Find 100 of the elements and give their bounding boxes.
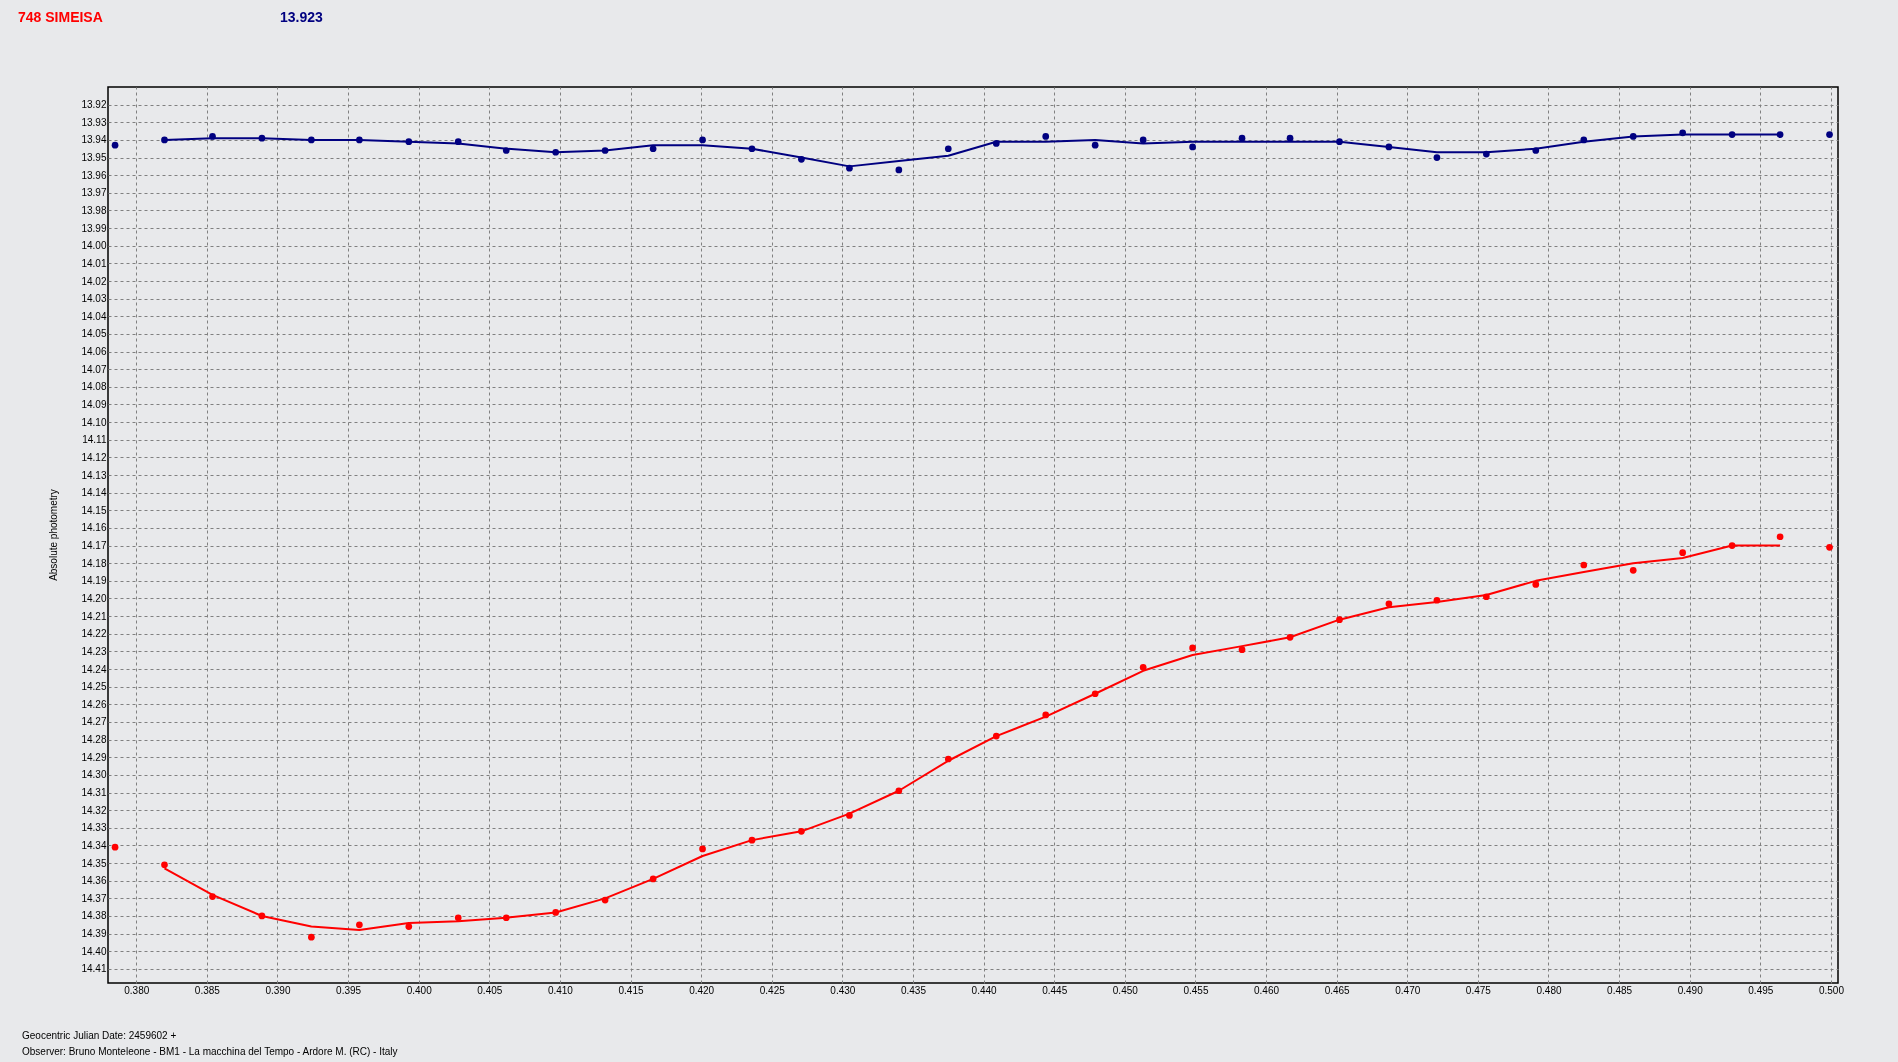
x-tick-label: 0.445 xyxy=(1042,984,1068,996)
x-tick-label: 0.500 xyxy=(1818,984,1845,996)
y-tick-label: 13.95 xyxy=(81,152,107,164)
point xyxy=(1776,533,1784,541)
y-tick-label: 14.38 xyxy=(81,910,107,922)
point xyxy=(1826,544,1833,551)
y-tick-label: 14.20 xyxy=(81,593,107,604)
y-tick-label: 14.08 xyxy=(81,381,107,393)
y-tick-label: 14.06 xyxy=(81,346,107,358)
x-tick-label: 0.485 xyxy=(1607,984,1633,996)
y-tick-label: 14.30 xyxy=(81,769,107,781)
y-tick-label: 13.99 xyxy=(81,222,107,234)
y-tick-label: 14.07 xyxy=(81,363,107,375)
y-tick-label: 14.39 xyxy=(81,928,107,940)
y-tick-label: 14.32 xyxy=(81,804,107,816)
y-tick-label: 14.04 xyxy=(81,310,107,322)
point xyxy=(699,136,706,144)
y-tick-label: 14.10 xyxy=(81,416,107,428)
x-tick-label: 0.470 xyxy=(1395,984,1421,996)
point xyxy=(111,843,119,851)
y-tick-label: 14.15 xyxy=(81,504,107,516)
y-tick-label: 14.41 xyxy=(81,963,107,975)
y-tick-label: 13.93 xyxy=(81,116,107,128)
y-tick-label: 14.19 xyxy=(81,575,107,587)
point xyxy=(1238,134,1246,142)
y-tick-label: 14.09 xyxy=(81,398,107,410)
y-tick-label: 13.98 xyxy=(81,204,107,216)
point xyxy=(308,933,315,941)
point xyxy=(1042,133,1050,140)
x-tick-label: 0.450 xyxy=(1112,984,1139,996)
point xyxy=(1629,566,1637,574)
y-tick-label: 14.02 xyxy=(81,275,107,287)
x-tick-label: 0.440 xyxy=(971,984,998,996)
point xyxy=(454,914,462,922)
y-tick-label: 13.94 xyxy=(81,134,107,146)
point xyxy=(1238,646,1246,653)
y-tick-label: 14.25 xyxy=(81,681,107,693)
point xyxy=(1139,663,1147,671)
point xyxy=(1286,134,1294,142)
y-tick-label: 14.00 xyxy=(81,240,107,252)
point xyxy=(161,861,168,869)
x-tick-label: 0.435 xyxy=(900,984,927,996)
y-tick-label: 14.34 xyxy=(81,839,107,851)
point xyxy=(1826,131,1833,138)
y-tick-label: 14.11 xyxy=(82,434,107,446)
y-tick-label: 14.01 xyxy=(81,257,107,269)
x-tick-label: 0.495 xyxy=(1748,984,1774,996)
x-tick-label: 0.460 xyxy=(1254,984,1280,996)
x-tick-label: 0.455 xyxy=(1183,984,1209,996)
y-tick-label: 13.97 xyxy=(81,187,107,199)
point xyxy=(1532,581,1540,588)
y-tick-label: 14.18 xyxy=(81,557,107,569)
chart-title: 748 SIMEISA xyxy=(18,9,103,25)
y-axis-title: Absolute photometry xyxy=(48,489,59,581)
y-tick-label: 14.27 xyxy=(81,716,107,728)
x-tick-label: 0.385 xyxy=(194,984,221,996)
x-tick-label: 0.390 xyxy=(265,984,291,996)
y-tick-label: 14.36 xyxy=(81,875,107,887)
x-tick-label: 0.425 xyxy=(759,984,786,996)
y-tick-label: 14.13 xyxy=(81,469,107,481)
y-tick-label: 14.17 xyxy=(81,540,107,552)
y-tick-label: 14.03 xyxy=(81,293,107,305)
point xyxy=(1091,141,1099,149)
chart-subtitle: 13.923 xyxy=(280,9,324,25)
x-tick-label: 0.475 xyxy=(1465,984,1492,996)
point xyxy=(699,845,706,853)
y-tick-label: 13.96 xyxy=(81,169,107,181)
y-tick-label: 14.40 xyxy=(81,945,107,957)
y-tick-label: 14.26 xyxy=(81,698,107,710)
y-tick-label: 14.28 xyxy=(81,734,107,746)
point xyxy=(1433,154,1441,161)
y-tick-label: 14.05 xyxy=(81,328,107,340)
y-tick-label: 14.33 xyxy=(81,822,107,834)
point xyxy=(944,145,952,153)
point xyxy=(1189,143,1196,151)
point xyxy=(111,141,119,149)
y-tick-label: 14.35 xyxy=(81,857,107,869)
x-tick-label: 0.410 xyxy=(547,984,574,996)
y-tick-label: 14.23 xyxy=(81,645,107,657)
x-tick-label: 0.465 xyxy=(1324,984,1351,996)
point xyxy=(1580,561,1588,569)
point xyxy=(405,923,413,930)
point xyxy=(1189,644,1196,652)
x-tick-label: 0.415 xyxy=(618,984,644,996)
x-tick-label: 0.405 xyxy=(477,984,503,996)
y-tick-label: 14.21 xyxy=(81,610,107,622)
point xyxy=(356,921,363,929)
y-tick-label: 14.16 xyxy=(81,522,107,534)
y-tick-label: 14.22 xyxy=(81,628,107,640)
x-tick-label: 0.430 xyxy=(830,984,856,996)
x-tick-label: 0.380 xyxy=(124,984,150,996)
text: Observer: Bruno Monteleone - BM1 - La macchina del Tempo - Ardore M. (RC) - Italy xyxy=(22,1046,398,1057)
y-tick-label: 14.14 xyxy=(81,487,107,499)
y-tick-label: 14.37 xyxy=(81,892,107,904)
point xyxy=(1385,600,1393,608)
y-tick-label: 14.12 xyxy=(81,451,107,463)
x-axis-title: Geocentric Julian Date: 2459602 + xyxy=(22,1030,177,1041)
x-tick-label: 0.420 xyxy=(689,984,715,996)
point xyxy=(649,145,657,153)
y-tick-label: 14.31 xyxy=(81,787,107,799)
